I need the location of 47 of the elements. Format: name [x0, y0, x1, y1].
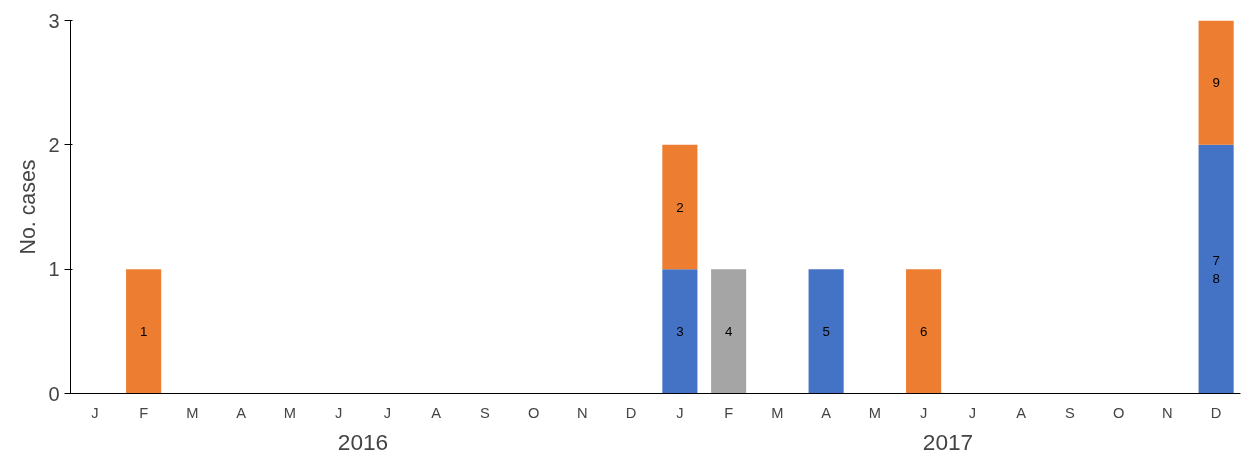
annotation: 5 — [822, 323, 830, 339]
x-tick-label: O — [1112, 404, 1125, 421]
x-tick-label: A — [236, 404, 247, 421]
x-tick-label: J — [91, 404, 99, 421]
x-tick-label: M — [283, 404, 296, 421]
x-tick-label: O — [527, 404, 540, 421]
x-tick-label: S — [479, 404, 490, 421]
bar — [1198, 20, 1234, 145]
x-tick-label: J — [919, 404, 928, 421]
x-tick-label: A — [1016, 404, 1027, 421]
x-tick-label: J — [968, 404, 977, 421]
annotation: 7 8 — [1212, 252, 1220, 286]
x-tick-label: A — [821, 404, 832, 421]
x-tick-label: N — [577, 404, 588, 421]
y-tick-label: 3 — [48, 9, 60, 32]
x-tick-label: J — [334, 404, 343, 421]
x-tick-label: M — [771, 404, 784, 421]
x-tick-label: J — [676, 404, 684, 421]
y-tick-label: 1 — [48, 258, 60, 281]
text: 2017 — [922, 428, 974, 455]
x-tick-label: M — [868, 404, 881, 421]
x-tick-label: S — [1064, 404, 1075, 421]
bar — [662, 144, 698, 270]
bar — [808, 269, 844, 394]
x-tick-label: F — [139, 404, 149, 421]
y-tick-label: 2 — [48, 133, 60, 156]
x-tick-label: D — [1210, 404, 1222, 421]
text: 2016 — [337, 428, 389, 455]
x-tick-label: D — [625, 404, 637, 421]
x-tick-label: M — [186, 404, 199, 421]
x-tick-label: F — [724, 404, 734, 421]
x-tick-label: A — [431, 404, 442, 421]
x-tick-label: J — [383, 404, 392, 421]
bar — [662, 269, 698, 394]
y-axis-title: No. cases — [16, 159, 41, 255]
annotation: 9 — [1212, 75, 1220, 91]
annotation: 6 — [919, 323, 928, 339]
annotation: 1 — [139, 323, 148, 339]
bar — [126, 269, 162, 394]
annotation: 4 — [724, 323, 733, 339]
bar — [1198, 144, 1234, 394]
annotation: 2 — [676, 199, 684, 215]
bar — [906, 269, 942, 394]
x-tick-label: N — [1162, 404, 1173, 421]
bar — [711, 269, 747, 394]
annotation: 3 — [676, 323, 684, 339]
y-tick-label: 0 — [48, 382, 60, 405]
